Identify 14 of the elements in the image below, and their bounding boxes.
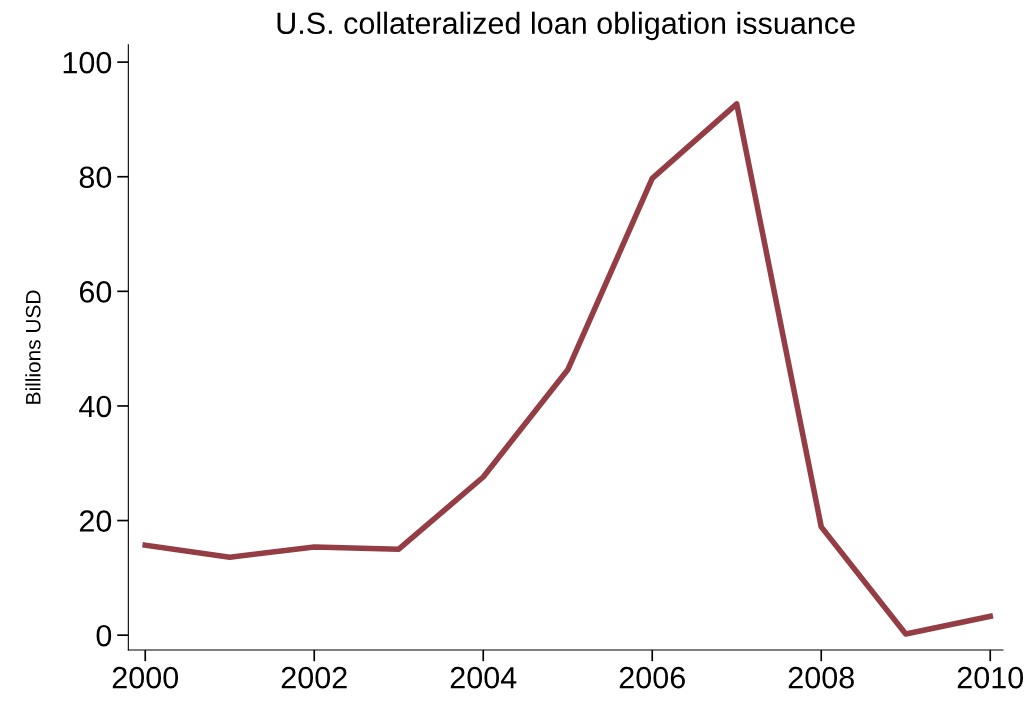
x-tick-label: 2004 [450,666,517,689]
y-tick-label: 0 [96,624,112,647]
x-tick-label: 2000 [112,666,179,689]
y-tick-label: 100 [63,51,112,74]
y-tick-label: 20 [79,510,112,532]
x-tick-label: 2002 [281,666,347,689]
y-tick-label: 60 [79,281,112,303]
x-tick-label: 2010 [957,666,1024,689]
x-tick-label: 2006 [619,666,685,689]
x-tick-label: 2008 [788,666,854,689]
chart-title: U.S. collateralized loan obligation issuance [277,11,855,41]
y-axis-title: Billions USD [25,290,41,404]
y-tick-label: 40 [79,395,112,418]
y-tick-label: 80 [79,166,112,189]
